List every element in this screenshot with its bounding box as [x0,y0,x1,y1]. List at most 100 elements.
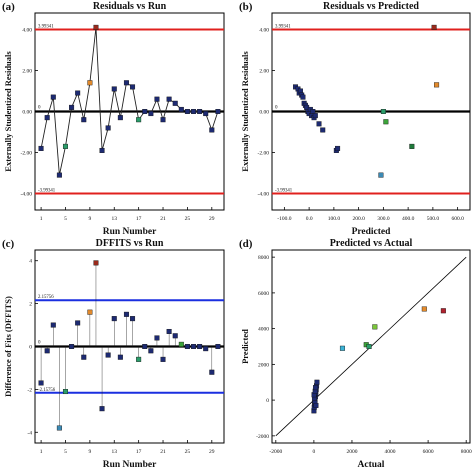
panel-2-y-tick-label: -2.00 [258,151,270,157]
panel-1-data-point [38,145,44,151]
panel-2-y-tick-label: 4.00 [259,27,269,33]
panel-1-x-tick-label: 13 [112,216,118,222]
panel-3-limit-line-label: -2.15756 [38,388,56,393]
panel-2-y-tick-label: 0.00 [259,110,269,116]
panel-1-data-point [166,96,172,102]
panel-2-y-axis-label: Externally Studentized Residuals [240,51,250,172]
panel-3-x-axis-label: Run Number [103,460,157,470]
panel-1-x-tick-label: 9 [88,216,91,222]
panel-4-data-point [339,345,345,351]
panel-1-y-tick-label: 0.00 [22,110,32,116]
panel-4-data-point [440,308,446,314]
panel-3-data-point [148,348,154,354]
panel-1-x-tick-label: 25 [185,216,191,222]
panel-1-data-point [93,24,99,30]
panel-3-data-point [50,322,56,328]
panel-1-data-point [62,143,68,149]
panel-1-data-point [203,111,209,117]
panel-1-data-point [44,115,50,121]
panel-4-frame [271,249,471,444]
panel-3-data-point [136,356,142,362]
panel-4-data-point [372,324,378,330]
panel-2-x-tick-label: 0.0 [306,216,313,222]
panel-1-series-line [40,27,219,176]
panel-1-data-point [50,94,56,100]
panel-1-x-tick-label: 21 [160,216,166,222]
panel-4-x-tick-label: 4000 [385,449,396,455]
panel-2-limit-line-label: -3.99341 [275,188,293,193]
panel-2-x-tick-label: 600.0 [451,216,464,222]
panel-1-data-point [87,80,93,86]
panel-1-y-tick-label: 4.00 [22,27,32,33]
panel-4-y-tick-label: 6000 [258,291,269,297]
panel-3-data-point [184,344,190,350]
panel-3-data-point [172,333,178,339]
panel-2-data-point [409,143,415,149]
panel-1-data-point [178,106,184,112]
panel-1-data-point [154,96,160,102]
panel-1-data-point [105,125,111,131]
panel-1-data-point [184,108,190,114]
panel-2-x-tick-label: 100.0 [328,216,341,222]
panel-2-data-point [383,119,389,125]
panel-4-x-axis-label: Actual [358,460,385,470]
panel-2-data-point [320,127,326,133]
panel-4-y-axis-label: Predicted [240,329,250,364]
panel-4-data-point [366,344,372,350]
panel-3-data-point [111,316,117,322]
panel-3-y-tick-label: -4 [27,430,32,436]
panel-3-data-point [56,425,62,431]
panel-3-data-point [154,335,160,341]
panel-3-data-point [209,369,215,375]
panel-3-data-point [160,356,166,362]
panel-2-data-point [312,113,318,119]
panel-4-x-tick-label: 8000 [461,449,472,455]
panel-3-data-point [87,309,93,315]
panel-3-x-tick-label: 25 [185,449,191,455]
panel-3-data-point [99,406,105,412]
panel-3-label: (c) [2,238,15,250]
panel-2-data-point [434,82,440,88]
panel-3-y-tick-label: -2 [27,387,32,393]
panel-4-x-tick-label: -2000 [269,449,282,455]
panel-4-label: (d) [239,238,253,250]
panel-2-data-point [380,108,386,114]
panel-1-data-point [99,147,105,153]
panel-3-data-point [117,354,123,360]
panel-3-data-point [130,316,136,322]
panel-1-data-point [69,104,75,110]
panel-3-y-tick-label: 4 [29,259,32,265]
panel-3-data-point [215,344,221,350]
panel-2-data-point [431,24,437,30]
panel-2-y-tick-label: 2.00 [259,68,269,74]
panel-1-data-point [160,117,166,123]
panel-1-title: Residuals vs Run [93,1,167,12]
panel-3-data-point [81,354,87,360]
panel-2-data-point [300,94,306,100]
panel-1-data-point [209,127,215,133]
panel-1-data-point [111,86,117,92]
panel-4-data-point [421,306,427,312]
panel-4-data-point [313,385,319,391]
panel-3-data-point [44,348,50,354]
panel-4-data-point [313,402,319,408]
panel-1-x-tick-label: 5 [64,216,67,222]
panel-3-x-tick-label: 17 [136,449,142,455]
panel-3-x-tick-label: 13 [112,449,118,455]
panel-1-x-tick-label: 29 [209,216,215,222]
panel-1-data-point [136,117,142,123]
panel-1-x-tick-label: 1 [40,216,43,222]
panel-1-limit-line-label: -3.99341 [38,188,56,193]
panel-1-data-point [81,117,87,123]
panel-3-y-tick-label: 0 [29,345,32,351]
panel-2-x-tick-label: -100.0 [277,216,291,222]
panel-3-x-tick-label: 29 [209,449,215,455]
panel-4-data-point [314,379,320,385]
panel-1-limit-line-label: 3.99341 [38,25,54,30]
panel-3-data-point [191,344,197,350]
panel-1-y-tick-label: -2.00 [21,151,33,157]
panel-3-x-tick-label: 9 [88,449,91,455]
panel-2-data-point [335,145,341,151]
panel-3-zero-line-label: 0 [38,341,41,346]
